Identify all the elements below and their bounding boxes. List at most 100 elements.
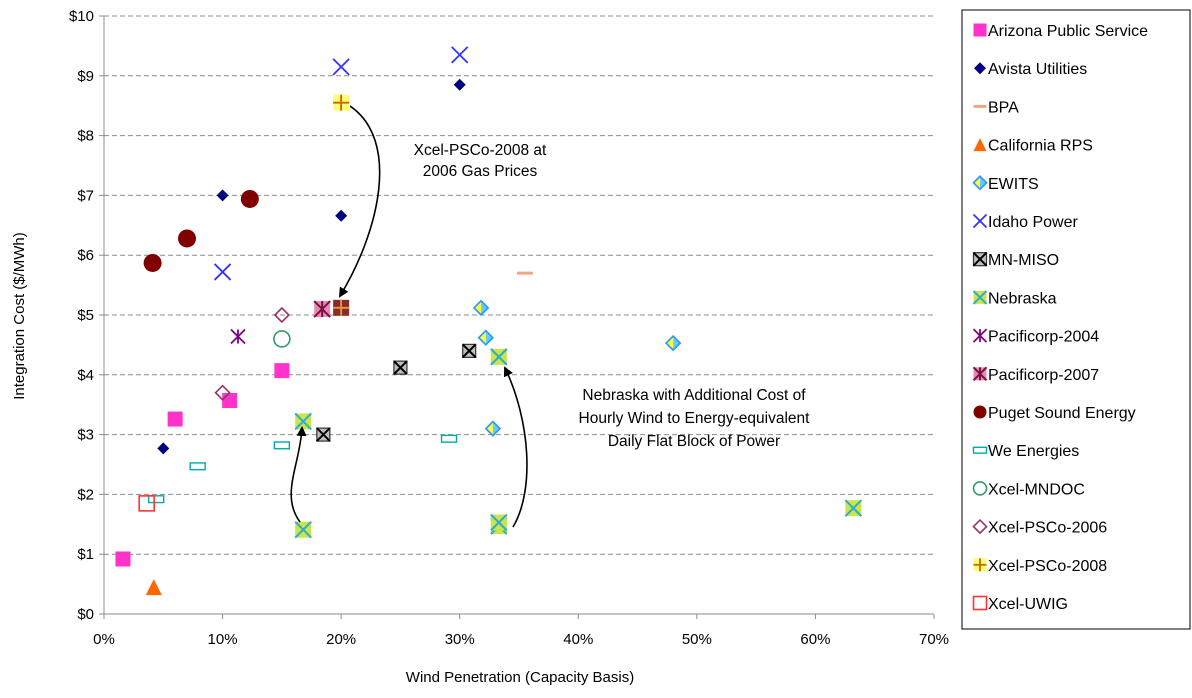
legend-marker [972,213,988,229]
data-point [273,306,290,324]
legend-label: BPA [988,99,1019,116]
data-point [230,328,246,345]
legend-label: Pacificorp-2004 [988,329,1099,346]
y-tick-label: $7 [77,187,94,204]
data-point [115,551,131,567]
y-tick-label: $4 [77,367,94,384]
annotations: Xcel-PSCo-2008 at 2006 Gas Prices Nebraska… [290,105,810,528]
x-tick-label: 60% [800,631,830,648]
data-point [274,363,290,379]
data-point [222,393,238,409]
data-point [189,462,206,471]
y-tick-label: $10 [69,8,94,25]
data-point [157,442,170,455]
legend-item: Puget Sound Energy [973,405,1136,422]
legend-marker [973,138,987,152]
data-point [294,412,312,431]
y-tick-label: $6 [77,247,94,264]
y-tick-label: $1 [77,546,94,563]
x-tick-label: 30% [445,631,475,648]
legend-marker [972,251,988,267]
annotation-arrow [503,366,528,528]
y-tick-label: $2 [77,486,94,503]
legend-label: Xcel-UWIG [988,596,1068,613]
legend-label: Avista Utilities [988,61,1087,78]
annotation-text: Xcel-PSCo-2008 at [414,142,547,159]
annotation-arrow [290,426,307,523]
data-point [461,343,477,359]
legend-item: Xcel-PSCo-2006 [972,518,1107,537]
data-point [490,513,508,532]
legend-label: EWITS [988,176,1039,193]
data-point [393,360,408,375]
data-point [138,495,155,512]
legend-marker [973,558,987,572]
legend-item: Xcel-PSCo-2008 [973,558,1107,575]
legend-item: Xcel-MNDOC [972,481,1085,498]
x-tick-label: 0% [93,631,115,648]
data-point [294,520,312,539]
annotation-arrow [338,105,381,298]
legend-marker [974,62,986,75]
y-tick-label: $5 [77,307,94,324]
data-point [240,189,259,208]
data-point [472,299,490,316]
legend-label: Arizona Public Service [988,23,1148,40]
data-point [333,299,350,316]
x-tick-label: 40% [563,631,593,648]
legend-item: California RPS [973,138,1093,155]
data-point [316,427,331,442]
data-point [145,579,162,596]
data-point [665,334,682,352]
data-point [335,209,348,222]
legend-marker [972,595,988,611]
legend-marker [972,328,988,343]
data-point [477,329,494,346]
legend-label: Xcel-PSCo-2008 [988,558,1107,575]
legend-marker [973,104,987,108]
legend-marker [972,366,988,382]
legend-item: Pacificorp-2004 [972,328,1099,346]
legend-label: Xcel-MNDOC [988,481,1085,498]
annotation-text: Nebraska with Additional Cost of [582,387,806,404]
y-axis-title: Integration Cost ($/MWh) [11,232,28,400]
data-point [216,189,229,202]
legend-item: Pacificorp-2007 [972,366,1099,384]
y-tick-label: $0 [77,606,94,623]
data-point [440,434,458,443]
x-tick-label: 20% [326,631,356,648]
legend-label: Idaho Power [988,214,1079,231]
annotation-text: 2006 Gas Prices [423,163,538,180]
data-point [147,495,165,504]
data-point [143,253,162,272]
data-point [490,348,508,366]
x-axis-title: Wind Penetration (Capacity Basis) [406,669,634,686]
data-point [273,441,291,450]
data-point [516,271,533,275]
legend-marker [973,405,987,419]
legend-label: Nebraska [988,290,1057,307]
data-point [213,263,232,281]
x-tick-label: 70% [919,631,949,648]
legend-label: Xcel-PSCo-2006 [988,520,1107,537]
data-point [453,78,466,91]
data-point [332,58,350,76]
x-tick-label: 10% [208,631,238,648]
legend-label: California RPS [988,138,1093,155]
data-points [115,46,863,596]
gridlines [104,15,934,555]
data-point [167,411,183,427]
y-tick-label: $3 [77,427,94,444]
legend-marker [973,23,987,37]
legend-item: BPA [973,99,1019,116]
data-point [484,420,502,437]
data-point [844,499,863,517]
legend-marker [972,290,988,305]
legend: Arizona Public Service Avista Utilities BP… [961,9,1191,630]
legend-item: Avista Utilities [974,61,1087,78]
legend-label: Pacificorp-2007 [988,367,1099,384]
data-point [451,46,469,64]
legend-item: Idaho Power [972,213,1079,231]
y-tick-label: $9 [77,68,94,85]
